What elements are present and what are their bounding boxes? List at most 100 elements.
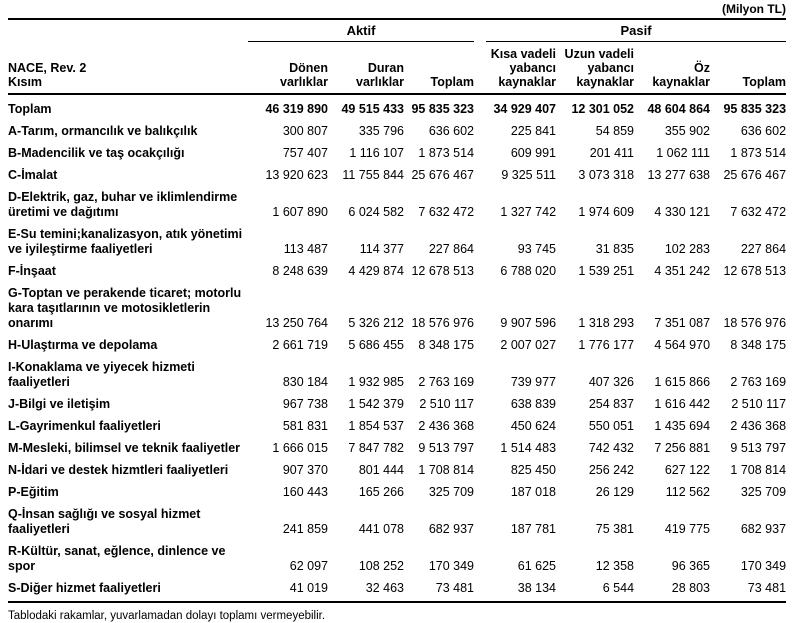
column-header-oz-kaynaklar: Öz kaynaklar xyxy=(634,42,711,95)
table-row: A-Tarım, ormancılık ve balıkçılık 300 807… xyxy=(8,121,786,143)
value-cell: 4 429 874 xyxy=(348,264,404,278)
value-cell: 241 859 xyxy=(282,522,328,536)
row-label: S-Diğer hizmet faaliyetleri xyxy=(8,581,161,595)
value-cell: 170 349 xyxy=(428,559,475,573)
value-cell: 34 929 407 xyxy=(493,102,557,116)
value-cell: 419 775 xyxy=(664,522,711,536)
row-label: A-Tarım, ormancılık ve balıkçılık xyxy=(8,124,198,138)
table-row: D-Elektrik, gaz, buhar ve iklimlendirme … xyxy=(8,187,786,224)
value-cell: 96 365 xyxy=(671,559,711,573)
value-cell: 638 839 xyxy=(510,397,557,411)
table-row: Q-İnsan sağlığı ve sosyal hizmet faaliye… xyxy=(8,504,786,541)
value-cell: 8 248 639 xyxy=(272,264,328,278)
group-header-aktif: Aktif xyxy=(248,20,475,42)
column-header-kisa-vadeli: Kısa vadeli yabancı kaynaklar xyxy=(474,42,557,95)
table-row: I-Konaklama ve yiyecek hizmeti faaliyetl… xyxy=(8,357,786,394)
value-cell: 54 859 xyxy=(595,124,635,138)
value-cell: 49 515 433 xyxy=(341,102,404,116)
value-cell: 38 134 xyxy=(517,581,557,595)
row-label: I-Konaklama ve yiyecek hizmeti faaliyetl… xyxy=(8,360,195,389)
value-cell: 4 564 970 xyxy=(654,338,711,352)
value-cell: 609 991 xyxy=(510,146,557,160)
row-label: C-İmalat xyxy=(8,168,58,182)
column-header-donen-varliklar: Dönen varlıklar xyxy=(248,42,328,95)
value-cell: 26 129 xyxy=(595,485,635,499)
table-row: L-Gayrimenkul faaliyetleri 581 831 1 854 5… xyxy=(8,416,786,438)
value-cell: 1 615 866 xyxy=(654,375,711,389)
value-cell: 830 184 xyxy=(282,375,328,389)
row-label: D-Elektrik, gaz, buhar ve iklimlendirme … xyxy=(8,190,238,219)
value-cell: 227 864 xyxy=(428,242,475,256)
row-label: Toplam xyxy=(8,102,52,116)
value-cell: 450 624 xyxy=(510,419,557,433)
value-cell: 75 381 xyxy=(595,522,635,536)
value-cell: 46 319 890 xyxy=(265,102,328,116)
footnote: Tablodaki rakamlar, yuvarlamadan dolayı … xyxy=(8,610,326,622)
value-cell: 114 377 xyxy=(359,242,404,256)
value-cell: 300 807 xyxy=(282,124,328,138)
value-cell: 73 481 xyxy=(747,581,787,595)
table-row: G-Toptan ve perakende ticaret; motorlu k… xyxy=(8,283,786,335)
value-cell: 5 326 212 xyxy=(348,316,404,330)
table-row: M-Mesleki, bilimsel ve teknik faaliyetle… xyxy=(8,438,786,460)
value-cell: 627 122 xyxy=(664,463,711,477)
value-cell: 9 907 596 xyxy=(500,316,557,330)
value-cell: 201 411 xyxy=(589,146,635,160)
value-cell: 112 562 xyxy=(665,485,711,499)
value-cell: 18 576 976 xyxy=(411,316,475,330)
value-cell: 1 666 015 xyxy=(272,441,328,455)
value-cell: 2 661 719 xyxy=(272,338,328,352)
value-cell: 61 625 xyxy=(517,559,557,573)
value-cell: 2 510 117 xyxy=(419,397,475,411)
corner-header: NACE, Rev. 2 Kısım xyxy=(8,20,248,95)
table-row: H-Ulaştırma ve depolama 2 661 719 5 686 45… xyxy=(8,335,786,357)
value-cell: 187 018 xyxy=(510,485,557,499)
row-label: G-Toptan ve perakende ticaret; motorlu k… xyxy=(8,286,242,330)
value-cell: 407 326 xyxy=(588,375,635,389)
value-cell: 6 788 020 xyxy=(500,264,557,278)
value-cell: 2 436 368 xyxy=(418,419,475,433)
column-header-toplam-aktif: Toplam xyxy=(404,42,475,95)
value-cell: 7 847 782 xyxy=(348,441,404,455)
value-cell: 2 510 117 xyxy=(731,397,787,411)
value-cell: 13 250 764 xyxy=(265,316,328,330)
table-row: P-Eğitim 160 443 165 266 325 709 187 018 26 1… xyxy=(8,482,786,504)
group-header-pasif-label: Pasif xyxy=(486,23,787,42)
value-cell: 108 252 xyxy=(358,559,404,573)
value-cell: 2 007 027 xyxy=(500,338,557,352)
value-cell: 7 351 087 xyxy=(654,316,711,330)
table-row: C-İmalat 13 920 623 11 755 844 25 676 467 9 … xyxy=(8,165,786,187)
value-cell: 8 348 175 xyxy=(418,338,475,352)
table-header: NACE, Rev. 2 Kısım Aktif Pasif Dönen var… xyxy=(8,20,787,95)
column-header-duran-varliklar: Duran varlıklar xyxy=(328,42,404,95)
group-header-aktif-label: Aktif xyxy=(248,23,475,42)
value-cell: 95 835 323 xyxy=(411,102,475,116)
value-cell: 48 604 864 xyxy=(647,102,711,116)
value-cell: 1 974 609 xyxy=(578,205,635,219)
table-row: R-Kültür, sanat, eğlence, dinlence ve sp… xyxy=(8,541,786,578)
value-cell: 325 709 xyxy=(740,485,787,499)
value-cell: 256 242 xyxy=(588,463,635,477)
value-cell: 825 450 xyxy=(510,463,557,477)
column-header-uzun-vadeli: Uzun vadeli yabancı kaynaklar xyxy=(556,42,635,95)
value-cell: 682 937 xyxy=(428,522,475,536)
value-cell: 2 436 368 xyxy=(730,419,787,433)
value-cell: 1 854 537 xyxy=(348,419,404,433)
row-label: P-Eğitim xyxy=(8,485,59,499)
value-cell: 170 349 xyxy=(740,559,787,573)
value-cell: 254 837 xyxy=(588,397,635,411)
value-cell: 6 024 582 xyxy=(348,205,404,219)
value-cell: 2 763 169 xyxy=(418,375,475,389)
value-cell: 1 514 483 xyxy=(500,441,557,455)
value-cell: 1 708 814 xyxy=(730,463,787,477)
value-cell: 12 678 513 xyxy=(411,264,475,278)
value-cell: 95 835 323 xyxy=(723,102,787,116)
table-row: N-İdari ve destek hizmtleri faaliyetleri… xyxy=(8,460,786,482)
value-cell: 62 097 xyxy=(289,559,328,573)
corner-header-line1: NACE, Rev. 2 xyxy=(8,61,87,75)
row-label: R-Kültür, sanat, eğlence, dinlence ve sp… xyxy=(8,544,226,573)
table-row: F-İnşaat 8 248 639 4 429 874 12 678 513 6 78… xyxy=(8,261,786,283)
value-cell: 441 078 xyxy=(358,522,404,536)
value-cell: 1 776 177 xyxy=(578,338,635,352)
value-cell: 4 351 242 xyxy=(654,264,711,278)
